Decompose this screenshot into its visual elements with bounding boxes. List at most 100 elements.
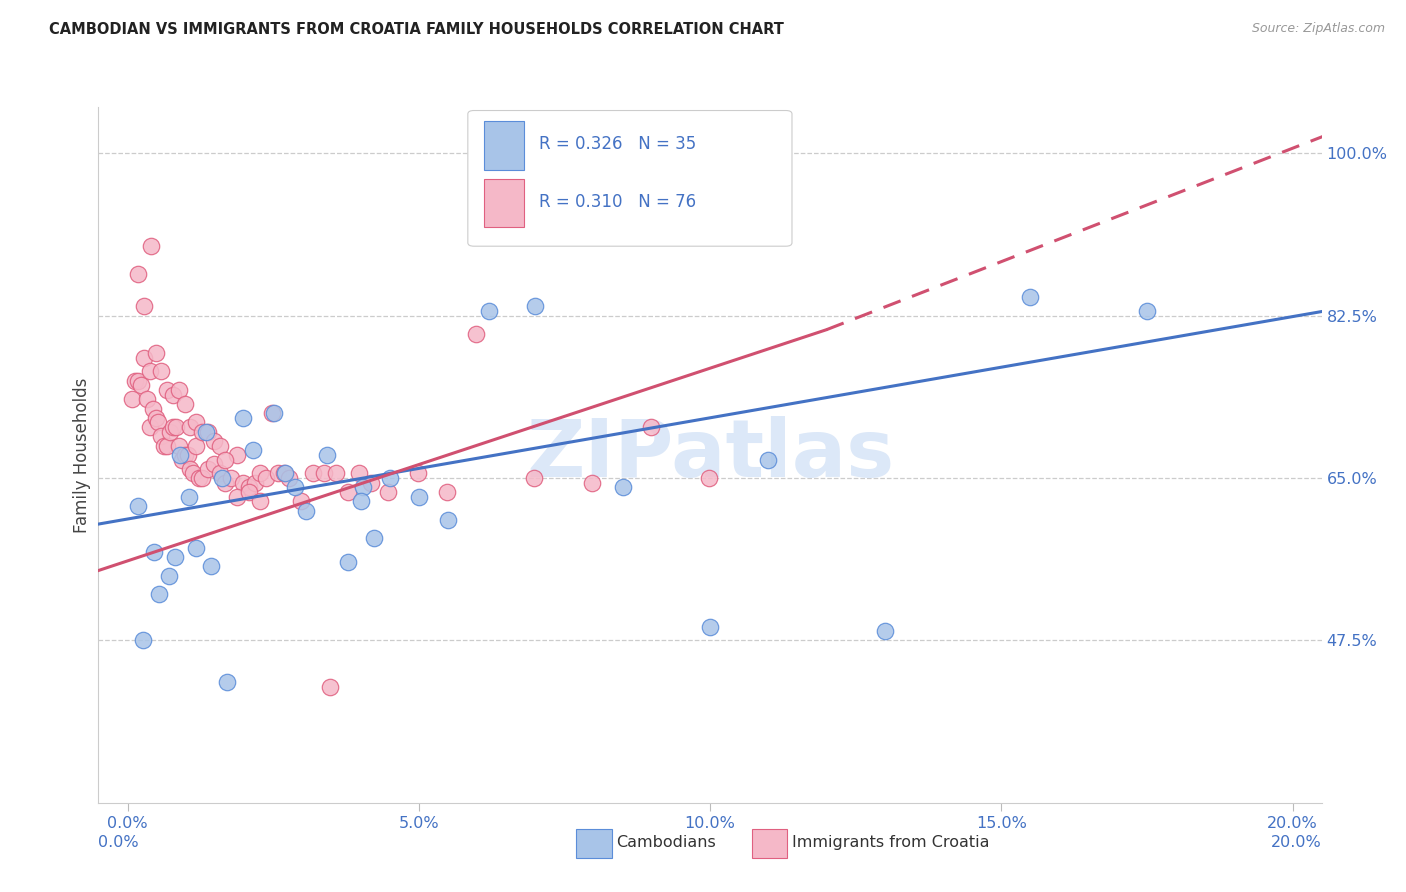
Point <box>179 462 201 476</box>
Point <box>243 475 266 490</box>
Point <box>135 392 157 407</box>
Point <box>315 448 337 462</box>
Point <box>145 410 167 425</box>
Point <box>581 475 603 490</box>
Point <box>156 383 179 397</box>
Point <box>232 475 254 490</box>
Point <box>1019 290 1042 304</box>
Point <box>249 494 271 508</box>
Point <box>249 467 271 481</box>
Text: ZIPatlas: ZIPatlas <box>526 416 894 494</box>
Point <box>167 439 190 453</box>
Point <box>148 416 170 430</box>
Text: R = 0.310   N = 76: R = 0.310 N = 76 <box>538 194 696 211</box>
Point <box>360 475 382 490</box>
Point <box>294 503 316 517</box>
Point <box>260 406 283 420</box>
Point <box>145 346 167 360</box>
Point <box>640 420 662 434</box>
Point <box>191 471 214 485</box>
Point <box>238 480 260 494</box>
Text: CAMBODIAN VS IMMIGRANTS FROM CROATIA FAMILY HOUSEHOLDS CORRELATION CHART: CAMBODIAN VS IMMIGRANTS FROM CROATIA FAM… <box>49 22 785 37</box>
Text: Immigrants from Croatia: Immigrants from Croatia <box>792 836 988 850</box>
Point <box>214 475 236 490</box>
Point <box>217 675 239 690</box>
FancyBboxPatch shape <box>484 121 524 169</box>
Point <box>132 633 155 648</box>
Point <box>188 471 211 485</box>
Point <box>127 267 149 281</box>
Point <box>336 485 359 500</box>
Point <box>202 434 225 448</box>
Point <box>436 485 458 500</box>
Point <box>697 471 720 485</box>
Point <box>129 378 152 392</box>
Point <box>352 480 374 494</box>
Point <box>349 467 371 481</box>
Point <box>142 545 165 559</box>
FancyBboxPatch shape <box>484 178 524 227</box>
Point <box>159 425 181 439</box>
Point <box>121 392 143 407</box>
Point <box>273 467 295 481</box>
Point <box>267 467 290 481</box>
Point <box>142 401 165 416</box>
Text: R = 0.326   N = 35: R = 0.326 N = 35 <box>538 135 696 153</box>
Point <box>873 624 896 639</box>
Text: Source: ZipAtlas.com: Source: ZipAtlas.com <box>1251 22 1385 36</box>
Point <box>336 555 359 569</box>
Point <box>139 239 162 253</box>
Point <box>314 467 336 481</box>
Point <box>254 471 277 485</box>
Point <box>200 559 222 574</box>
Point <box>226 448 249 462</box>
Point <box>408 490 430 504</box>
Point <box>138 420 160 434</box>
Point <box>191 425 214 439</box>
Point <box>699 619 721 633</box>
Point <box>169 448 191 462</box>
Point <box>132 351 155 365</box>
Point <box>170 452 193 467</box>
Point <box>202 457 225 471</box>
Point <box>183 467 205 481</box>
Point <box>159 568 181 582</box>
Point <box>238 485 260 500</box>
Point <box>377 485 399 500</box>
Point <box>162 387 184 401</box>
Point <box>263 406 285 420</box>
Point <box>138 364 160 378</box>
Point <box>226 490 249 504</box>
Point <box>177 490 200 504</box>
Point <box>232 410 254 425</box>
Point <box>278 471 301 485</box>
Point <box>186 416 208 430</box>
Point <box>173 448 195 462</box>
Point <box>167 383 190 397</box>
Point <box>1136 304 1159 318</box>
Point <box>219 471 242 485</box>
Point <box>150 429 173 443</box>
Point <box>208 439 231 453</box>
Text: 20.0%: 20.0% <box>1271 836 1322 850</box>
Point <box>150 364 173 378</box>
Point <box>523 471 546 485</box>
Text: 0.0%: 0.0% <box>98 836 139 850</box>
Point <box>163 549 186 564</box>
Point <box>197 462 219 476</box>
Point <box>325 467 347 481</box>
Point <box>274 467 297 481</box>
Point <box>319 680 342 694</box>
Point <box>176 448 198 462</box>
Point <box>162 420 184 434</box>
Point <box>153 439 176 453</box>
Point <box>478 304 501 318</box>
Text: Cambodians: Cambodians <box>616 836 716 850</box>
Point <box>349 494 371 508</box>
Point <box>406 467 429 481</box>
Point <box>179 420 201 434</box>
Point <box>378 471 401 485</box>
Point <box>156 439 179 453</box>
Point <box>186 439 208 453</box>
Point <box>173 397 195 411</box>
